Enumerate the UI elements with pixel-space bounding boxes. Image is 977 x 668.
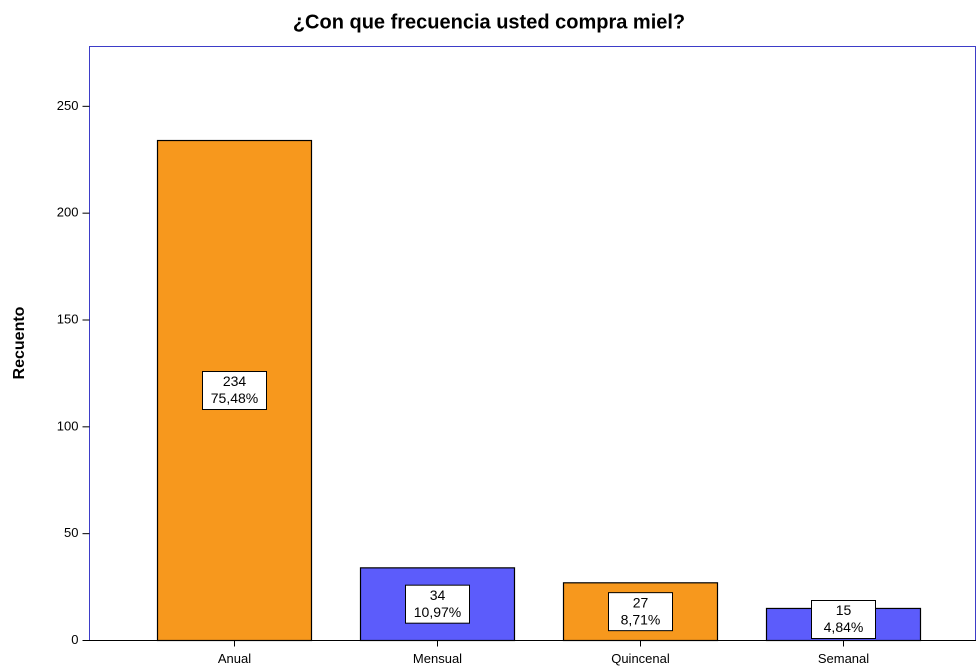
- value-label: 15: [836, 602, 852, 618]
- y-tick-label: 50: [64, 525, 78, 540]
- x-tick-label: Mensual: [413, 651, 462, 666]
- y-tick-label: 100: [57, 418, 79, 433]
- percent-label: 4,84%: [824, 619, 864, 635]
- value-label-box: [811, 600, 876, 639]
- y-tick-label: 0: [71, 632, 78, 647]
- y-tick-label: 250: [57, 98, 79, 113]
- value-label: 234: [223, 373, 247, 389]
- value-label: 27: [633, 594, 649, 610]
- value-label-box: [608, 592, 673, 632]
- percent-label: 75,48%: [211, 390, 258, 406]
- percent-label: 8,71%: [621, 611, 661, 627]
- value-label: 34: [430, 587, 446, 603]
- y-tick-label: 200: [57, 205, 79, 220]
- y-tick-label: 150: [57, 311, 79, 326]
- value-label-box: [202, 371, 267, 411]
- x-tick-label: Anual: [218, 651, 251, 666]
- x-tick-label: Semanal: [818, 651, 869, 666]
- value-label-box: [405, 584, 470, 624]
- chart-title: ¿Con que frecuencia usted compra miel?: [293, 11, 685, 33]
- x-tick-label: Quincenal: [611, 651, 670, 666]
- y-axis-label: Recuento: [11, 306, 28, 379]
- percent-label: 10,97%: [414, 604, 461, 620]
